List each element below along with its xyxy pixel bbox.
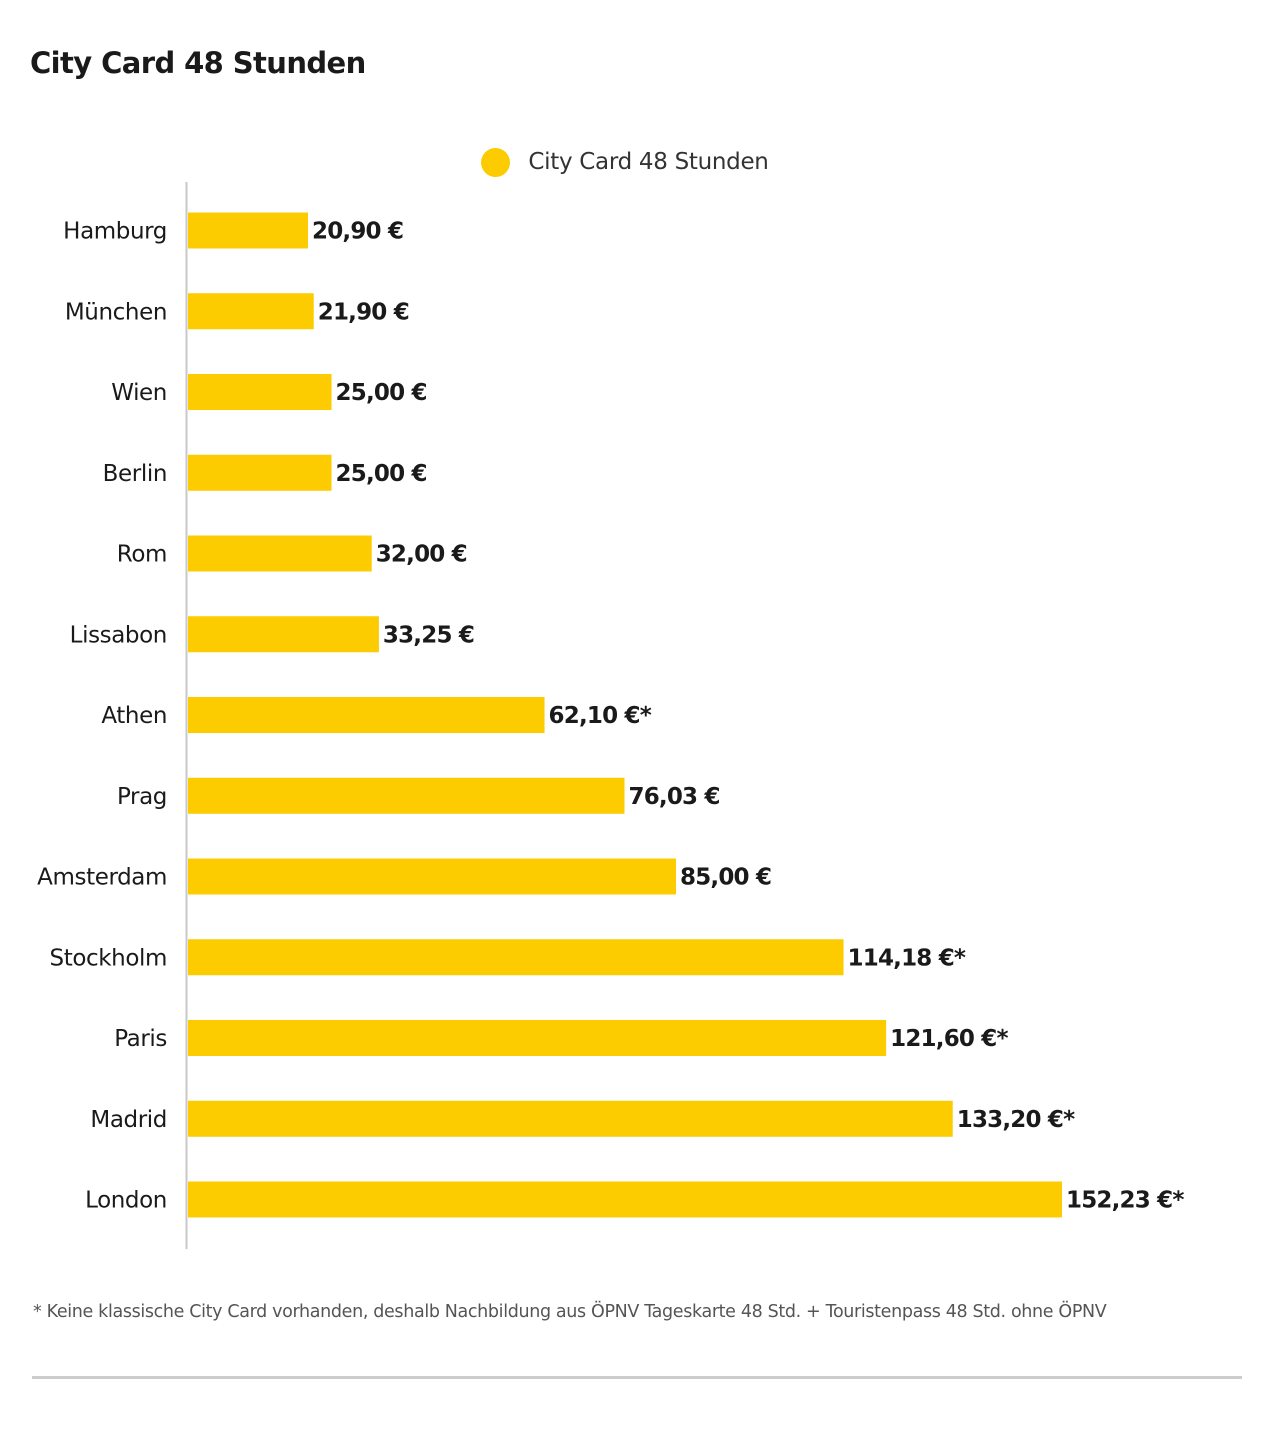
bar[interactable] <box>188 374 332 410</box>
data-label: 114,18 €* <box>848 945 966 971</box>
bar[interactable] <box>188 212 308 249</box>
category-label: Wien <box>111 380 167 406</box>
footnote: * Keine klassische City Card vorhanden, … <box>33 1302 1107 1322</box>
data-label: 32,00 € <box>376 542 467 568</box>
bar[interactable] <box>188 454 332 491</box>
category-label: Madrid <box>90 1107 167 1133</box>
category-label: München <box>65 299 167 325</box>
bar[interactable] <box>188 293 314 330</box>
data-label: 62,10 €* <box>549 703 652 729</box>
bar[interactable] <box>188 616 379 653</box>
category-label: Stockholm <box>50 945 168 971</box>
data-label: 152,23 €* <box>1066 1188 1184 1214</box>
bar[interactable] <box>188 1181 1062 1218</box>
data-label: 25,00 € <box>336 380 427 406</box>
category-label: London <box>85 1188 167 1214</box>
bar[interactable] <box>188 697 545 733</box>
legend-item[interactable]: City Card 48 Stunden <box>481 147 769 177</box>
bar-chart: Hamburg 20,90 € München 21,90 € Wien 25,00 € B… <box>37 182 1185 1249</box>
category-label: Prag <box>117 784 167 810</box>
bar[interactable] <box>188 1100 953 1137</box>
category-label: Hamburg <box>63 219 167 245</box>
category-label: Rom <box>117 542 167 568</box>
legend: City Card 48 Stunden <box>0 146 1280 178</box>
category-label: Lissabon <box>70 622 167 648</box>
data-label: 133,20 €* <box>957 1107 1075 1133</box>
bar[interactable] <box>188 1020 887 1056</box>
data-label: 33,25 € <box>383 622 474 648</box>
data-label: 20,90 € <box>312 219 403 245</box>
category-label: Amsterdam <box>37 865 167 891</box>
bar[interactable] <box>188 777 625 814</box>
category-label: Berlin <box>103 461 167 487</box>
data-label: 25,00 € <box>336 461 427 487</box>
divider <box>32 1376 1242 1379</box>
bar[interactable] <box>188 858 677 895</box>
legend-swatch-icon <box>481 147 511 177</box>
data-label: 121,60 €* <box>890 1026 1008 1052</box>
category-label: Paris <box>114 1026 167 1052</box>
data-label: 76,03 € <box>629 784 720 810</box>
category-label: Athen <box>101 703 167 729</box>
bar[interactable] <box>188 535 372 572</box>
data-label: 85,00 € <box>680 865 771 891</box>
data-label: 21,90 € <box>318 299 409 325</box>
chart-title: City Card 48 Stunden <box>30 46 366 80</box>
legend-label: City Card 48 Stunden <box>528 149 769 175</box>
bar[interactable] <box>188 939 844 976</box>
